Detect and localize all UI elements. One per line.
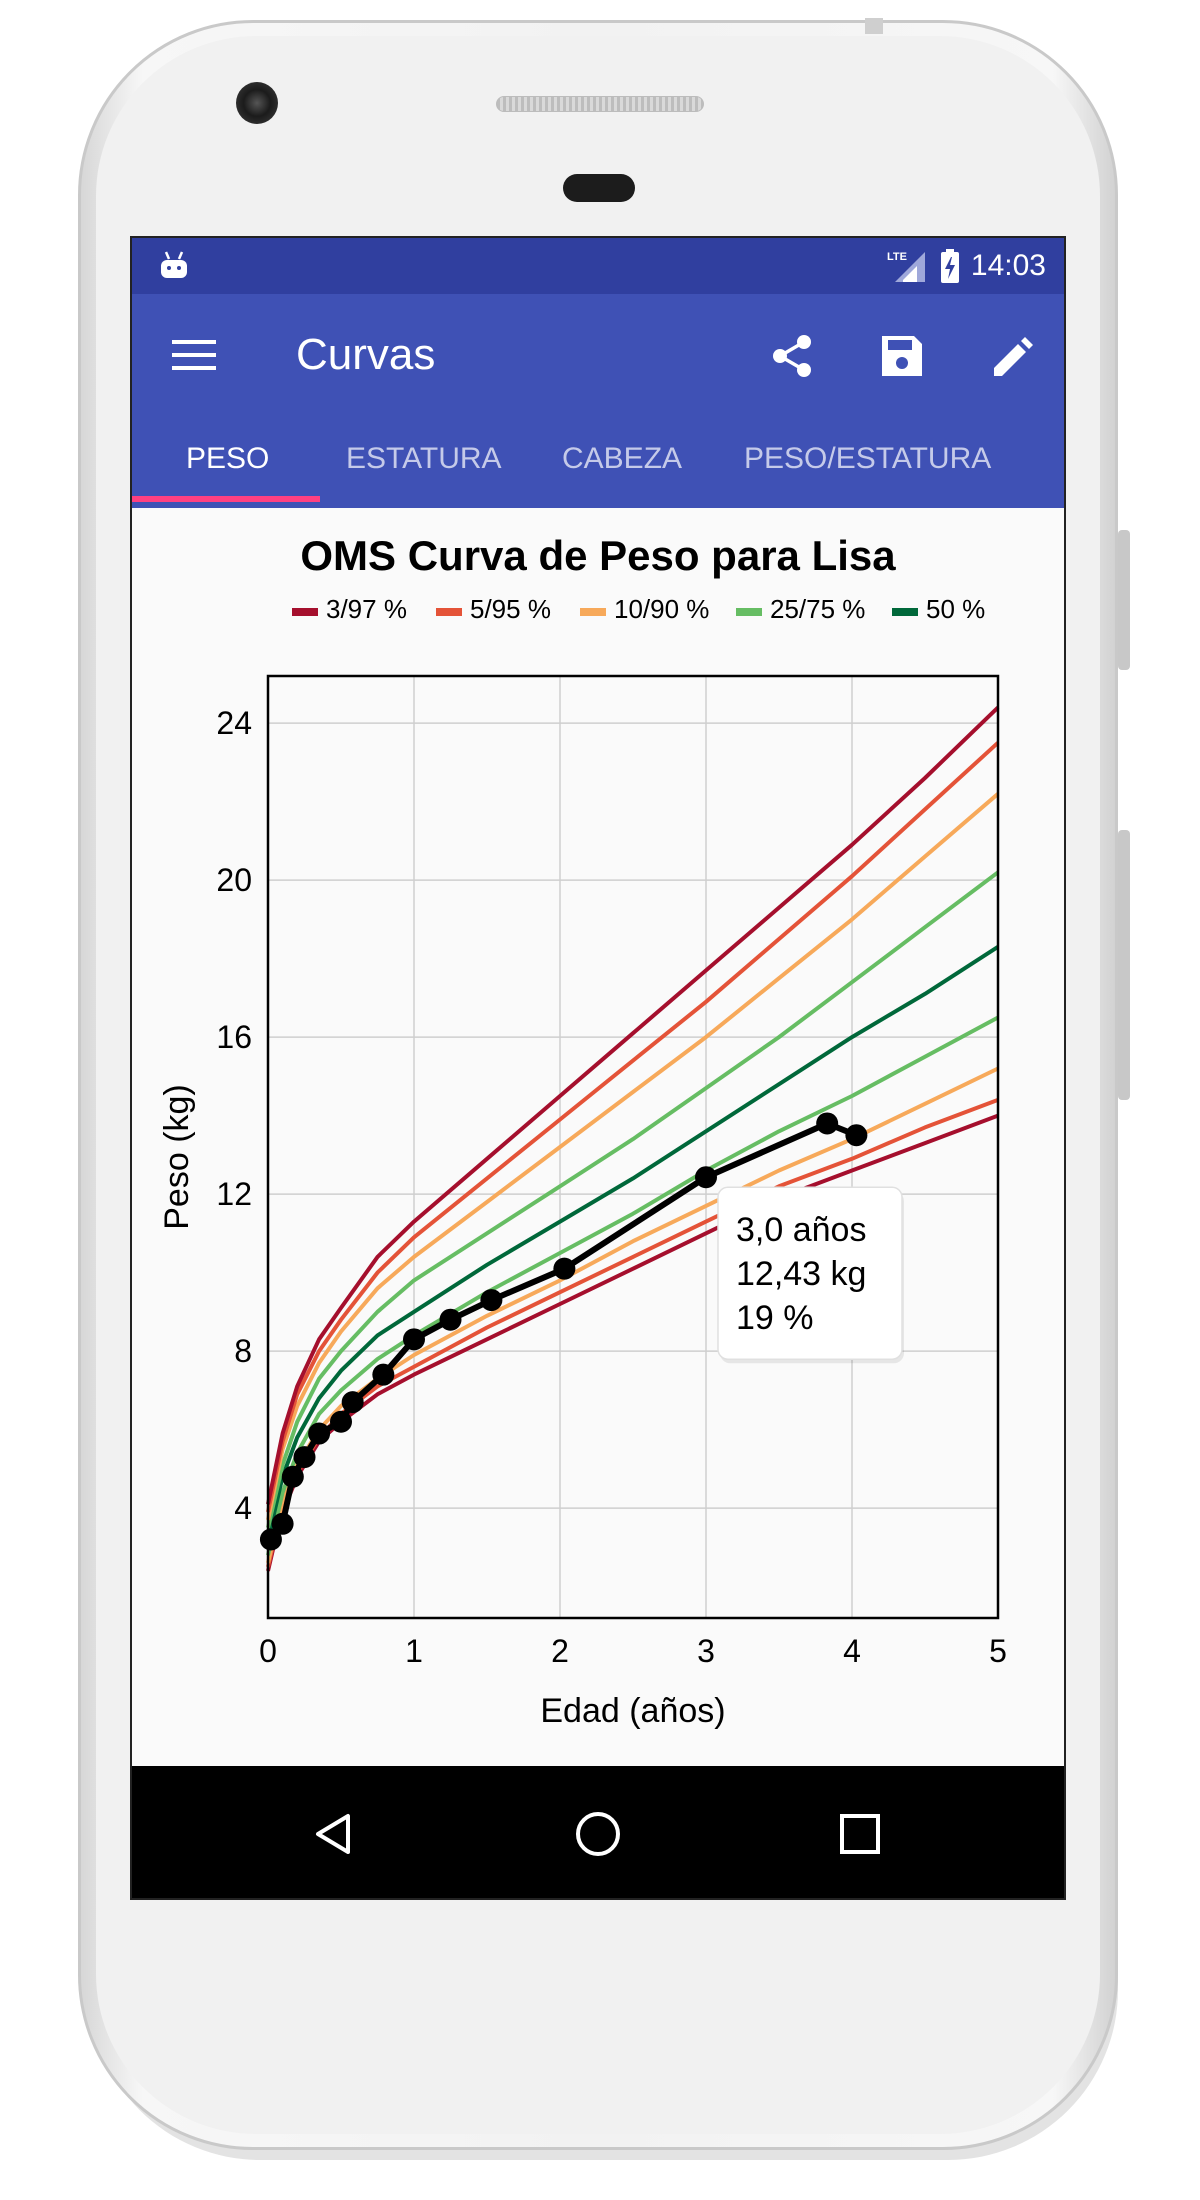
tab-cabeza[interactable]: CABEZA [562,442,683,475]
front-camera-icon [236,82,278,124]
y-tick-label: 16 [216,1019,252,1055]
signal-lte-icon: LTE [887,251,925,282]
measurement-point[interactable] [695,1166,717,1189]
save-icon[interactable] [878,332,926,380]
legend-label: 10/90 % [614,594,709,624]
percentile-curve-high-2575 [266,870,1000,1529]
x-tick-label: 3 [697,1633,715,1669]
y-tick-label: 20 [216,862,252,898]
percentile-curve-high-1090 [266,792,1000,1521]
legend-label: 5/95 % [470,594,551,624]
y-tick-label: 12 [216,1176,252,1212]
measurement-point[interactable] [553,1257,576,1280]
tooltip-percentile: 19 % [736,1299,814,1337]
y-tick-label: 4 [234,1490,252,1526]
measurement-point[interactable] [271,1512,294,1535]
measurement-point[interactable] [259,1528,282,1551]
y-axis-label: Peso (kg) [158,1084,196,1230]
percentile-curve-high-397 [266,705,1000,1505]
android-debug-icon [161,251,187,278]
app-title: Curvas [296,330,436,379]
tab-estatura[interactable]: ESTATURA [346,442,502,475]
share-icon[interactable] [768,332,816,380]
x-tick-label: 1 [405,1633,423,1669]
legend-label: 3/97 % [326,594,407,624]
volume-button [1118,530,1130,670]
measurement-point[interactable] [372,1363,395,1386]
earpiece-speaker [496,96,704,112]
measurement-point[interactable] [330,1410,352,1433]
measurement-point[interactable] [439,1308,462,1331]
chart-title: OMS Curva de Peso para Lisa [300,532,896,579]
top-button [865,18,883,34]
y-tick-label: 8 [234,1333,252,1369]
legend-swatch [292,608,318,616]
battery-charging-icon [940,249,959,283]
plot-frame [266,674,1000,1620]
chart-area: OMS Curva de Peso para Lisa 3/97 % 5/95 % 1… [132,508,1064,1766]
edit-icon[interactable] [988,332,1036,380]
legend-swatch [436,608,462,616]
x-axis-label: Edad (años) [540,1692,725,1730]
legend-swatch [892,608,918,616]
navigation-bar [132,1766,1064,1898]
percentile-curve-high-595 [266,741,1000,1513]
y-tick-label: 24 [216,705,252,741]
home-icon[interactable] [570,1806,626,1862]
legend-label: 50 % [926,594,985,624]
legend-label: 25/75 % [770,594,865,624]
tooltip-age: 3,0 años [736,1211,866,1249]
network-label: LTE [887,251,907,263]
back-icon[interactable] [308,1806,364,1862]
status-bar: LTE 14:03 [132,238,1064,294]
measurement-point[interactable] [845,1124,868,1147]
screen: LTE 14:03 Curvas [130,236,1066,1900]
measurement-point[interactable] [293,1446,316,1469]
legend-swatch [580,608,606,616]
x-tick-label: 0 [259,1633,277,1669]
percentile-curve-mid-50 [266,945,1000,1540]
power-button [1118,830,1130,1100]
tab-bar: PESO ESTATURA CABEZA PESO/ESTATURA [132,412,1064,508]
recents-icon[interactable] [832,1806,888,1862]
proximity-sensor [563,174,635,202]
measurement-point[interactable] [480,1289,503,1312]
x-tick-label: 5 [989,1633,1007,1669]
measurement-point[interactable] [281,1465,304,1488]
plot-background [268,676,998,1618]
tab-indicator [132,496,320,502]
tooltip-box [717,1186,903,1360]
measurement-point[interactable] [341,1391,364,1414]
x-tick-label: 2 [551,1633,569,1669]
x-tick-label: 4 [843,1633,861,1669]
measurement-point[interactable] [403,1328,425,1351]
app-bar: Curvas [132,294,1064,412]
status-time: 14:03 [970,249,1046,282]
tab-peso[interactable]: PESO [186,442,270,475]
measurement-point[interactable] [816,1112,839,1135]
tab-peso-estatura[interactable]: PESO/ESTATURA [744,442,992,475]
legend-swatch [736,608,762,616]
measurement-point[interactable] [308,1422,331,1445]
tooltip-weight: 12,43 kg [736,1255,866,1293]
menu-icon[interactable] [172,338,218,372]
weight-chart[interactable]: OMS Curva de Peso para Lisa 3/97 % 5/95 % 1… [132,508,1064,1766]
